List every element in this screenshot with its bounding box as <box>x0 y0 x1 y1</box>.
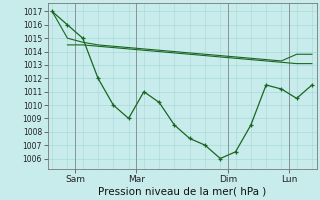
X-axis label: Pression niveau de la mer( hPa ): Pression niveau de la mer( hPa ) <box>98 187 266 197</box>
